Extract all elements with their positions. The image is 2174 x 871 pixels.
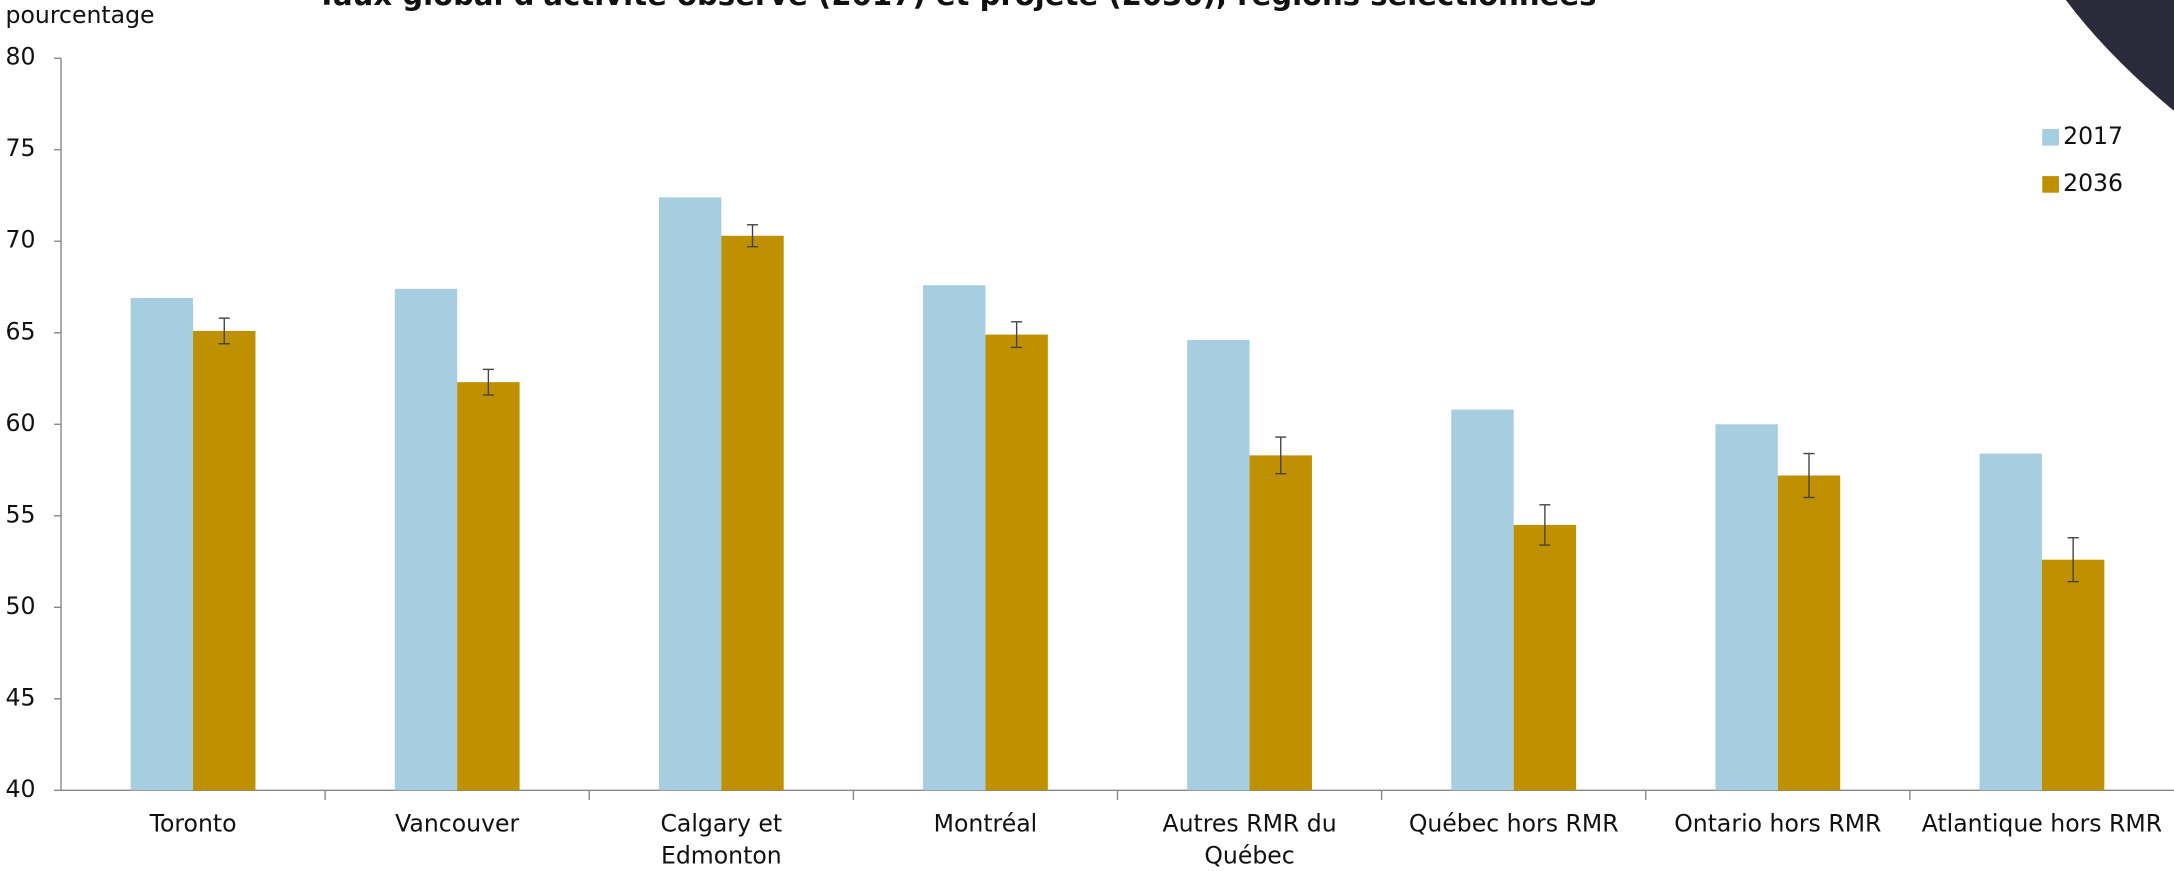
chart-title: Taux global d'activité observé (2017) et… — [317, 0, 1597, 12]
corner-decoration — [2065, 0, 2174, 111]
bar — [1249, 455, 1312, 791]
bar — [1187, 340, 1250, 791]
y-tick-label: 80 — [6, 43, 36, 71]
error-bar — [1803, 452, 1815, 499]
bar — [130, 297, 194, 791]
bar — [923, 285, 986, 791]
x-tick-label: Toronto — [149, 809, 237, 837]
x-tick-label: Atlantique hors RMR — [1922, 809, 2162, 837]
error-bar — [2067, 537, 2079, 583]
legend-swatch — [2042, 176, 2059, 193]
bar — [2041, 559, 2105, 791]
x-tick-label: Edmonton — [661, 841, 782, 869]
y-tick-label: 60 — [6, 409, 36, 437]
bar — [1451, 409, 1514, 791]
bar — [658, 197, 722, 791]
x-tick-label: Montréal — [934, 809, 1038, 837]
error-bar — [1011, 321, 1023, 349]
error-bar — [746, 224, 759, 248]
bar — [1715, 424, 1778, 791]
bar — [985, 334, 1048, 791]
y-tick-label: 75 — [6, 134, 36, 162]
x-tick-label: Vancouver — [395, 809, 519, 837]
error-bar — [482, 368, 494, 396]
x-tick-label: Calgary et — [660, 809, 782, 837]
y-tick-label: 65 — [6, 317, 36, 345]
y-tick-label: 40 — [6, 775, 36, 803]
y-tick-label: 55 — [6, 500, 36, 528]
legend-label: 2036 — [2063, 169, 2123, 197]
bar — [1979, 453, 2042, 791]
bar — [1513, 524, 1577, 791]
y-tick-label: 70 — [6, 226, 36, 254]
error-bar — [1539, 504, 1551, 546]
bar — [721, 235, 784, 791]
y-axis-label: pourcentage — [6, 1, 155, 29]
y-tick-label: 45 — [6, 683, 36, 711]
x-tick-label: Autres RMR du — [1162, 809, 1336, 837]
x-tick-label: Québec hors RMR — [1409, 809, 1619, 837]
error-bar — [218, 317, 230, 345]
bar — [394, 288, 458, 791]
legend-label: 2017 — [2063, 122, 2123, 150]
y-tick-label: 50 — [6, 592, 36, 620]
bar — [193, 330, 256, 791]
x-tick-label: Ontario hors RMR — [1674, 809, 1881, 837]
error-bar — [1275, 436, 1287, 475]
legend-swatch — [2042, 128, 2059, 146]
bar — [457, 382, 520, 791]
bar — [1777, 475, 1841, 791]
x-tick-label: Québec — [1204, 841, 1294, 869]
